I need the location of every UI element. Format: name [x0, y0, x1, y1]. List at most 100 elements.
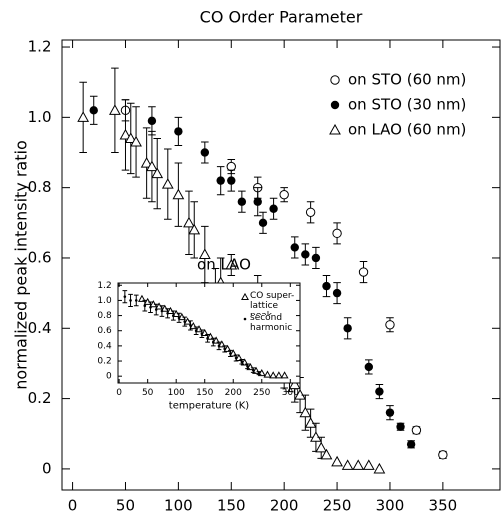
marker	[253, 197, 262, 206]
x-tick-label: 0	[116, 388, 122, 398]
marker	[129, 299, 132, 302]
y-tick-label: 0.2	[28, 389, 52, 407]
chart-title: CO Order Parameter	[200, 8, 363, 27]
legend-marker	[241, 292, 249, 300]
legend-marker	[329, 123, 341, 135]
legend-marker	[330, 100, 340, 110]
marker	[269, 204, 278, 213]
marker	[211, 340, 215, 344]
marker	[290, 243, 299, 252]
x-tick-label: 50	[116, 496, 135, 513]
marker	[341, 459, 354, 470]
marker	[240, 360, 244, 364]
marker	[194, 329, 198, 333]
marker	[198, 248, 211, 259]
marker	[89, 106, 98, 115]
marker	[373, 462, 386, 474]
marker	[320, 448, 333, 460]
marker	[311, 253, 321, 263]
y-tick-label: 0.8	[28, 178, 52, 196]
legend-label: CO super-lattice peak	[250, 291, 295, 315]
y-tick-label: 0	[42, 459, 52, 477]
y-tick-label: 0.4	[97, 341, 112, 351]
marker	[406, 440, 416, 449]
legend-marker	[243, 317, 247, 321]
marker	[304, 417, 317, 428]
legend-label-box: second harmonic	[250, 313, 293, 333]
marker	[299, 406, 312, 418]
x-tick-label: 50	[142, 388, 154, 398]
marker	[172, 314, 175, 317]
marker	[149, 305, 152, 309]
marker	[364, 362, 374, 372]
marker	[305, 207, 316, 217]
marker	[332, 228, 342, 239]
marker	[177, 316, 181, 320]
x-tick-label: 250	[323, 496, 352, 513]
marker	[257, 371, 261, 375]
legend-label: second harmonic	[250, 313, 293, 333]
y-tick-label: 1.0	[97, 296, 112, 306]
marker	[109, 104, 121, 115]
marker	[206, 337, 209, 340]
marker	[119, 128, 132, 140]
legend-label: on STO (60 nm)	[348, 71, 466, 89]
y-tick-label: 1.2	[97, 281, 111, 291]
marker	[154, 308, 158, 311]
marker	[288, 378, 301, 390]
marker	[269, 371, 278, 379]
marker	[217, 344, 221, 348]
marker	[274, 371, 283, 379]
marker	[151, 167, 164, 179]
marker	[385, 320, 395, 330]
marker	[332, 288, 342, 298]
marker	[226, 161, 236, 172]
marker	[123, 295, 127, 298]
marker	[216, 176, 225, 185]
marker	[396, 422, 405, 431]
marker	[315, 441, 328, 453]
legend-label: on STO (30 nm)	[348, 96, 466, 114]
marker	[234, 356, 238, 360]
marker	[237, 197, 247, 206]
legend-label: on LAO (60 nm)	[348, 121, 466, 139]
marker	[223, 347, 226, 351]
marker	[438, 450, 448, 460]
marker	[174, 127, 183, 136]
marker	[225, 258, 238, 270]
legend-label-box: CO super-lattice peak	[250, 291, 295, 315]
marker	[143, 304, 147, 308]
marker	[352, 459, 365, 470]
x-tick-label: 200	[270, 496, 299, 513]
y-tick-label: 0.8	[97, 311, 112, 321]
marker	[310, 431, 322, 442]
marker	[343, 324, 352, 333]
marker	[294, 389, 306, 400]
marker	[160, 309, 164, 313]
marker	[227, 176, 236, 185]
marker	[200, 148, 210, 157]
x-tick-label: 350	[429, 496, 458, 513]
marker	[362, 459, 375, 470]
y-tick-label: 0.2	[97, 357, 111, 367]
marker	[124, 132, 137, 143]
marker	[188, 223, 201, 235]
marker	[134, 299, 138, 302]
x-tick-label: 150	[217, 496, 246, 513]
marker	[258, 218, 268, 228]
marker	[77, 111, 90, 122]
marker	[301, 250, 310, 259]
marker	[166, 312, 169, 315]
marker	[172, 188, 185, 200]
marker	[385, 408, 395, 417]
y-tick-label: 0	[106, 372, 112, 382]
x-tick-label: 150	[196, 388, 213, 398]
x-tick-label: 250	[253, 388, 270, 398]
x-tick-label: 200	[225, 388, 242, 398]
x-axis-label: temperature (K)	[169, 401, 249, 412]
marker	[322, 281, 331, 291]
x-tick-label: 300	[376, 496, 405, 513]
y-tick-label: 0.6	[28, 248, 52, 266]
